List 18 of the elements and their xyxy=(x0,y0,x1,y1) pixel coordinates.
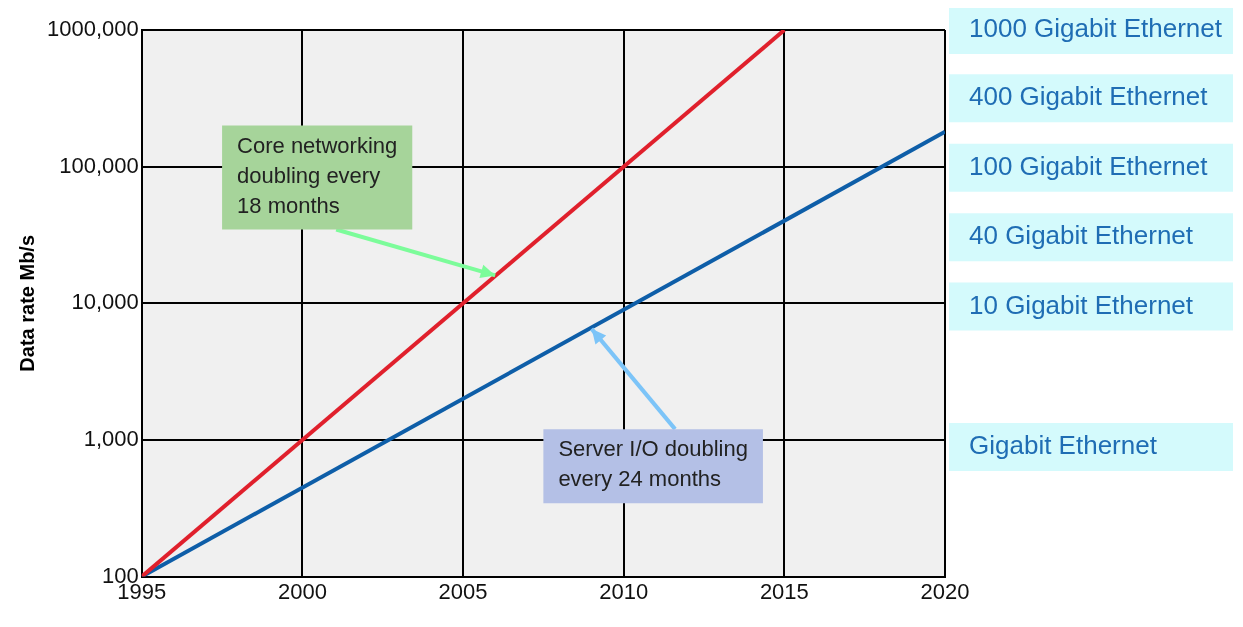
text: 400 Gigabit Ethernet xyxy=(969,81,1209,112)
text: 40 Gigabit Ethernet xyxy=(969,220,1194,251)
x-tick-label: 2015 xyxy=(759,578,809,604)
y-tick-label: 100,000 xyxy=(59,152,139,178)
y-tick-label: 10,000 xyxy=(71,289,139,315)
y-axis-title: Data rate Mb/s xyxy=(15,234,38,372)
text: 100 Gigabit Ethernet xyxy=(969,150,1209,181)
annotation: Server I/O doubling every 24 months xyxy=(558,436,748,492)
x-tick-label: 2005 xyxy=(438,578,488,604)
x-tick-label: 2000 xyxy=(277,578,327,604)
text: Gigabit Ethernet xyxy=(969,430,1158,461)
annotation: Core networking doubling every 18 months xyxy=(237,132,398,218)
x-tick-label: 2010 xyxy=(599,578,649,604)
y-tick-label: 1000,000 xyxy=(46,16,139,42)
text: 10 Gigabit Ethernet xyxy=(969,289,1194,320)
x-tick-label: 2020 xyxy=(920,578,970,604)
y-tick-label: 1,000 xyxy=(83,426,139,452)
text: 1000 Gigabit Ethernet xyxy=(969,13,1223,44)
